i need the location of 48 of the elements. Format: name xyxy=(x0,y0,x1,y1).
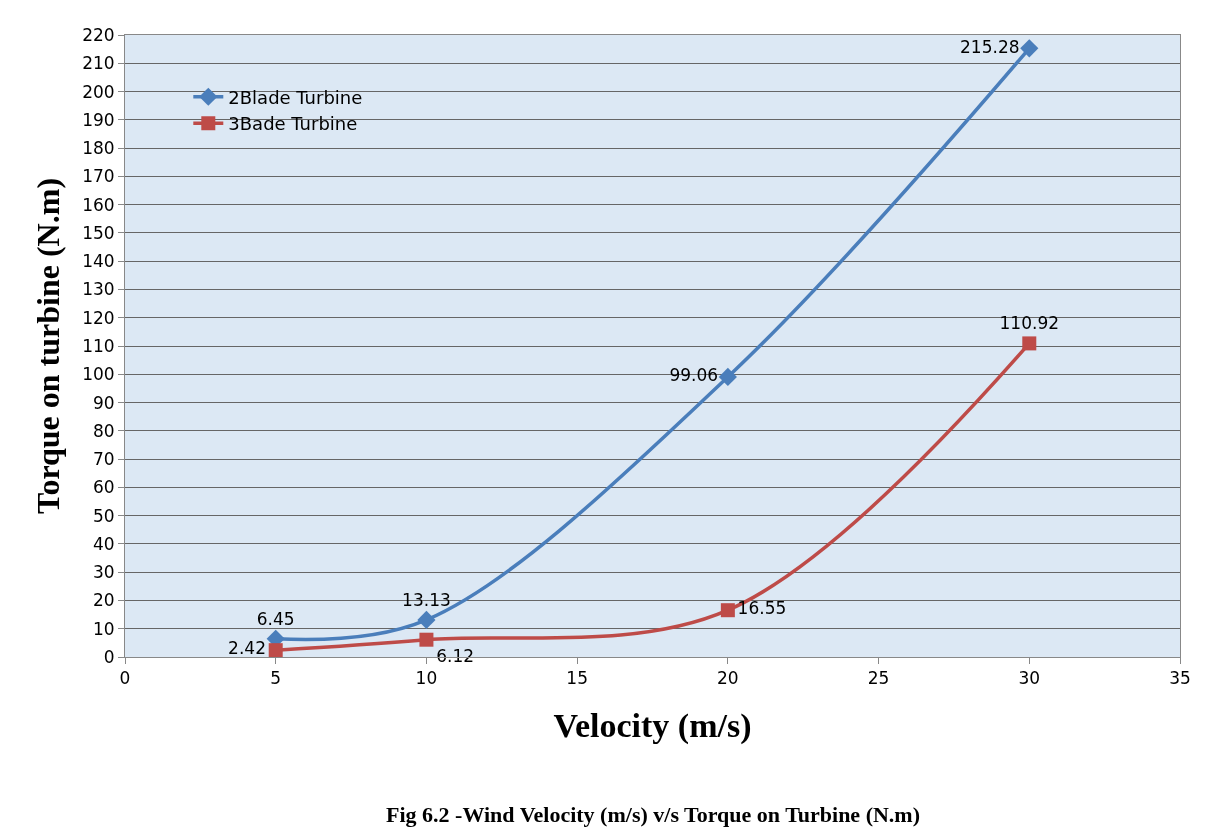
y-tick-label: 210 xyxy=(82,53,115,74)
y-tick-label: 50 xyxy=(92,505,115,526)
y-tick-label: 100 xyxy=(82,364,115,385)
y-tick-label: 220 xyxy=(82,24,115,45)
y-tick-label: 180 xyxy=(82,138,115,159)
y-tick-label: 170 xyxy=(82,166,115,187)
data-label: 16.55 xyxy=(737,598,787,619)
x-tick-label: 5 xyxy=(270,668,282,689)
data-label: 6.45 xyxy=(256,608,295,629)
x-tick-label: 10 xyxy=(415,668,438,689)
y-tick-label: 40 xyxy=(92,533,115,554)
point xyxy=(718,367,737,387)
y-tick-label: 10 xyxy=(92,618,115,639)
point xyxy=(268,643,283,658)
y-tick-label: 120 xyxy=(82,307,115,328)
y-tick-label: 60 xyxy=(92,477,115,498)
y-tick-label: 20 xyxy=(92,590,115,611)
x-tick-label: 35 xyxy=(1169,668,1191,689)
data-label: 110.92 xyxy=(999,313,1060,334)
y-tick-label: 130 xyxy=(82,279,115,300)
y-tick-label: 0 xyxy=(103,646,115,667)
caption: Fig 6.2 -Wind Velocity (m/s) v/s Torque on Turbine (N.m) xyxy=(386,802,921,827)
y-tick-label: 110 xyxy=(82,335,115,356)
y-tick-label: 160 xyxy=(82,194,115,215)
y-axis-title: Torque on turbine (N.m) xyxy=(30,177,67,515)
y-tick-label: 140 xyxy=(82,251,115,272)
point xyxy=(720,603,735,618)
x-tick-label: 15 xyxy=(566,668,588,689)
y-tick-label: 150 xyxy=(82,222,115,243)
x-tick-label: 20 xyxy=(717,668,739,689)
y-tick-label: 190 xyxy=(82,109,115,130)
x-tick-label: 30 xyxy=(1018,668,1041,689)
y-tick-label: 80 xyxy=(92,420,115,441)
point xyxy=(419,632,434,647)
point xyxy=(417,610,436,629)
y-tick-label: 70 xyxy=(92,449,115,470)
point xyxy=(1020,39,1039,58)
y-tick-label: 200 xyxy=(82,81,115,102)
data-label: 215.28 xyxy=(960,36,1020,57)
point xyxy=(1022,336,1037,351)
x-tick-label: 25 xyxy=(867,668,890,689)
legend-label: 2Blade Turbine xyxy=(228,86,363,108)
data-label: 2.42 xyxy=(228,638,266,659)
x-tick-label: 0 xyxy=(119,668,131,689)
y-tick-label: 90 xyxy=(92,392,115,413)
y-tick-label: 30 xyxy=(92,562,115,583)
x-axis-title: Velocity (m/s) xyxy=(553,706,752,745)
legend-label: 3Bade Turbine xyxy=(228,113,358,135)
